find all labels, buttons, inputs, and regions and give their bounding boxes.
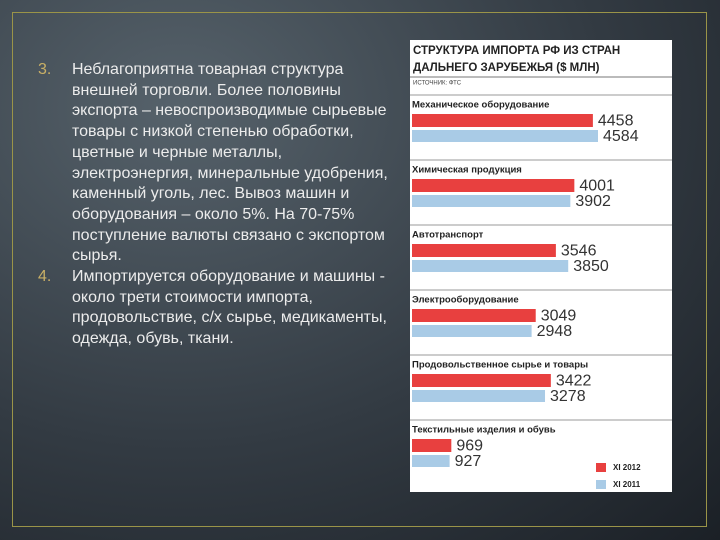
bar xyxy=(412,260,569,272)
category-label: Автотранспорт xyxy=(412,230,484,241)
value-label: 3546 xyxy=(561,243,597,260)
legend-swatch xyxy=(596,463,606,472)
chart-title: СТРУКТУРА ИМПОРТА РФ ИЗ СТРАН ДАЛЬНЕГО ЗА… xyxy=(413,45,620,74)
bar xyxy=(412,244,556,257)
legend-label: XI 2012 xyxy=(613,463,641,472)
item-number: 4. xyxy=(38,268,52,286)
value-label: 3278 xyxy=(550,388,586,405)
value-label: 3902 xyxy=(575,193,611,210)
value-label: 3422 xyxy=(556,373,592,390)
value-label: 969 xyxy=(456,438,483,455)
item-text: Неблагоприятна товарная структура внешне… xyxy=(72,61,388,265)
category-label: Электрооборудование xyxy=(412,295,519,306)
bar xyxy=(412,130,598,142)
bar xyxy=(412,114,593,127)
legend-label: XI 2011 xyxy=(613,480,641,489)
bar xyxy=(412,325,532,337)
list-item: 4. Импортируется оборудование и машины - … xyxy=(38,267,390,350)
value-label: 4001 xyxy=(579,178,615,195)
category-label: Текстильные изделия и обувь xyxy=(412,425,556,436)
item-text: Импортируется оборудование и машины - ок… xyxy=(72,268,387,348)
bar xyxy=(412,455,450,467)
value-label: 3850 xyxy=(573,258,609,275)
bar xyxy=(412,179,575,192)
chart: СТРУКТУРА ИМПОРТА РФ ИЗ СТРАН ДАЛЬНЕГО ЗА… xyxy=(410,40,672,492)
value-label: 2948 xyxy=(537,323,573,340)
category-label: Химическая продукция xyxy=(412,165,522,176)
bar xyxy=(412,195,571,207)
legend-swatch xyxy=(596,480,606,489)
bar xyxy=(412,374,551,387)
bar xyxy=(412,439,452,452)
bar xyxy=(412,309,536,322)
bullet-list: 3. Неблагоприятна товарная структура внеш… xyxy=(38,60,390,350)
item-number: 3. xyxy=(38,61,52,78)
value-label: 927 xyxy=(455,453,482,470)
value-label: 3049 xyxy=(541,308,577,325)
category-label: Продовольственное сырье и товары xyxy=(412,360,588,371)
value-label: 4458 xyxy=(598,113,634,130)
value-label: 4584 xyxy=(603,128,639,145)
category-label: Механическое оборудование xyxy=(412,100,549,111)
bar xyxy=(412,390,546,402)
frame xyxy=(12,12,707,527)
list-item: 3. Неблагоприятна товарная структура внеш… xyxy=(38,60,390,267)
chart-source: ИСТОЧНИК: ФТС xyxy=(413,81,462,87)
